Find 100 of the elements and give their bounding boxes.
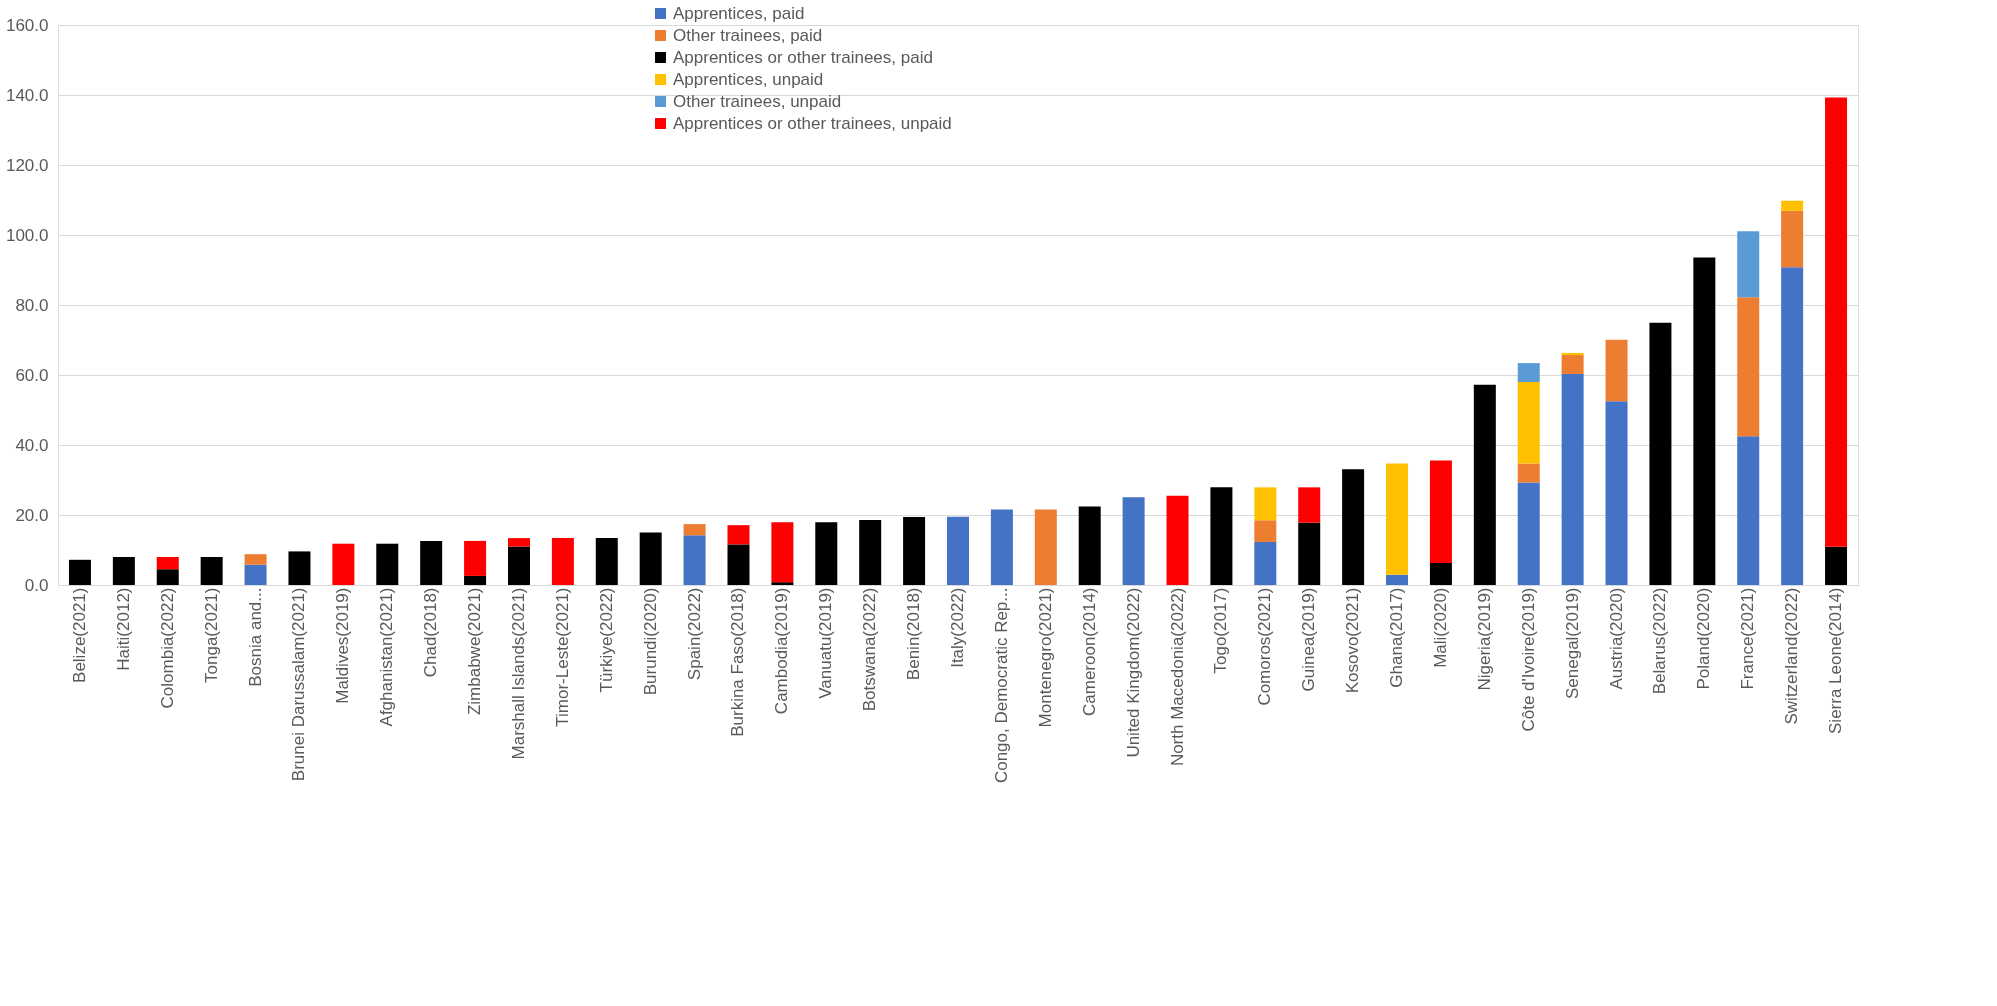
- x-tick-label: Nigeria(2019): [1474, 587, 1494, 691]
- bar: [1561, 373, 1584, 585]
- legend-label: Apprentices or other trainees, paid: [673, 47, 933, 67]
- bar: [1737, 297, 1760, 437]
- bar: [859, 519, 882, 585]
- x-tick-label: Ghana(2017): [1387, 587, 1407, 688]
- bar: [1825, 97, 1848, 547]
- x-tick-label: Türkiye(2022): [596, 587, 616, 693]
- bar: [1122, 497, 1145, 585]
- legend-label: Apprentices or other trainees, unpaid: [673, 113, 952, 133]
- bar: [1254, 520, 1277, 542]
- x-tick-label: Togo(2017): [1211, 587, 1231, 674]
- x-tick-label: Brunei Darussalam(2021): [289, 587, 309, 782]
- bar: [1561, 355, 1584, 374]
- bar: [1649, 322, 1672, 585]
- bar: [903, 517, 926, 585]
- x-tick-label: Marshall Islands(2021): [508, 587, 528, 760]
- bar: [551, 538, 574, 585]
- x-tick-label: Cameroon(2014): [1079, 587, 1099, 717]
- x-tick-label: Benin(2018): [904, 587, 924, 681]
- bar: [507, 538, 530, 547]
- x-tick-label: Congo, Democratic Rep...: [991, 587, 1011, 784]
- x-tick-label: Zimbabwe(2021): [465, 587, 485, 716]
- bar: [1386, 463, 1409, 575]
- bar: [244, 554, 267, 565]
- legend-label: Apprentices, unpaid: [673, 69, 824, 89]
- y-tick-label: 20.0: [15, 505, 49, 525]
- x-tick-label: Vanuatu(2019): [816, 587, 836, 699]
- x-tick-label: Belize(2021): [69, 587, 89, 683]
- x-tick-label: Colombia(2022): [157, 587, 177, 709]
- x-tick-label: Austria(2020): [1606, 587, 1626, 690]
- bar: [727, 525, 750, 545]
- x-tick-label: Burkina Faso(2018): [728, 587, 748, 737]
- bar: [1825, 546, 1848, 585]
- bar: [1254, 487, 1277, 521]
- y-tick-label: 60.0: [15, 365, 49, 385]
- bar: [1166, 495, 1189, 585]
- bar: [1298, 522, 1321, 585]
- bar: [595, 538, 618, 585]
- y-tick-label: 100.0: [5, 225, 49, 245]
- bar: [1605, 339, 1628, 402]
- x-tick-label: Botswana(2022): [860, 587, 880, 712]
- bar: [156, 569, 179, 585]
- bar: [1298, 487, 1321, 523]
- bar: [244, 564, 267, 585]
- x-tick-label: Kosovo(2021): [1343, 587, 1363, 694]
- x-tick-label: Mali(2020): [1430, 587, 1450, 668]
- x-tick-label: Montenegro(2021): [1035, 587, 1055, 728]
- y-tick-label: 40.0: [15, 435, 49, 455]
- x-tick-label: Timor-Leste(2021): [552, 587, 572, 727]
- y-tick-label: 80.0: [15, 295, 49, 315]
- bar: [1078, 506, 1101, 585]
- bar: [1781, 200, 1804, 211]
- y-tick-label: 140.0: [5, 85, 49, 105]
- bar: [1737, 231, 1760, 298]
- bar: [68, 559, 91, 585]
- x-tick-label: Italy(2022): [948, 587, 967, 668]
- bar: [112, 557, 135, 585]
- bar: [1737, 436, 1760, 585]
- bar: [1517, 463, 1540, 483]
- bar: [947, 516, 969, 585]
- x-tick-label: Sierra Leone(2014): [1826, 587, 1846, 734]
- bar: [1342, 469, 1365, 585]
- y-tick-label: 120.0: [5, 155, 49, 175]
- x-tick-label: North Macedonia(2022): [1167, 587, 1187, 767]
- bar: [1429, 460, 1452, 563]
- legend-label: Apprentices, paid: [673, 3, 805, 23]
- legend-label: Other trainees, paid: [673, 25, 823, 45]
- bar: [464, 575, 487, 585]
- x-tick-label: France(2021): [1738, 587, 1758, 690]
- bar: [1429, 562, 1452, 585]
- bar: [1254, 541, 1277, 585]
- bar: [1517, 482, 1540, 585]
- x-tick-label: Haiti(2012): [113, 587, 133, 671]
- bar: [288, 551, 311, 585]
- bar: [156, 557, 179, 570]
- x-tick-label: Cambodia(2019): [772, 587, 792, 715]
- y-tick-label: 0.0: [24, 575, 49, 595]
- x-tick-label: Poland(2020): [1694, 587, 1714, 690]
- x-tick-label: Switzerland(2022): [1782, 587, 1802, 725]
- bar: [639, 532, 662, 585]
- x-tick-label: Chad(2018): [421, 587, 441, 678]
- bar: [771, 582, 794, 585]
- bar: [1517, 363, 1540, 382]
- bar: [990, 509, 1013, 585]
- x-tick-label: Maldives(2019): [333, 587, 353, 704]
- bar: [1781, 210, 1804, 268]
- x-tick-label: Belarus(2022): [1650, 587, 1670, 695]
- bar: [332, 543, 355, 585]
- x-tick-label: Spain(2022): [684, 587, 704, 681]
- bar: [1386, 574, 1409, 585]
- bar: [1473, 384, 1496, 585]
- bar: [1781, 267, 1804, 585]
- bar: [507, 546, 530, 585]
- bar: [1034, 509, 1057, 585]
- bar: [200, 557, 223, 585]
- x-tick-label: United Kingdom(2022): [1123, 587, 1143, 758]
- x-tick-label: Afghanistan(2021): [377, 587, 397, 727]
- x-tick-label: Tonga(2021): [201, 587, 221, 683]
- bar: [683, 524, 706, 536]
